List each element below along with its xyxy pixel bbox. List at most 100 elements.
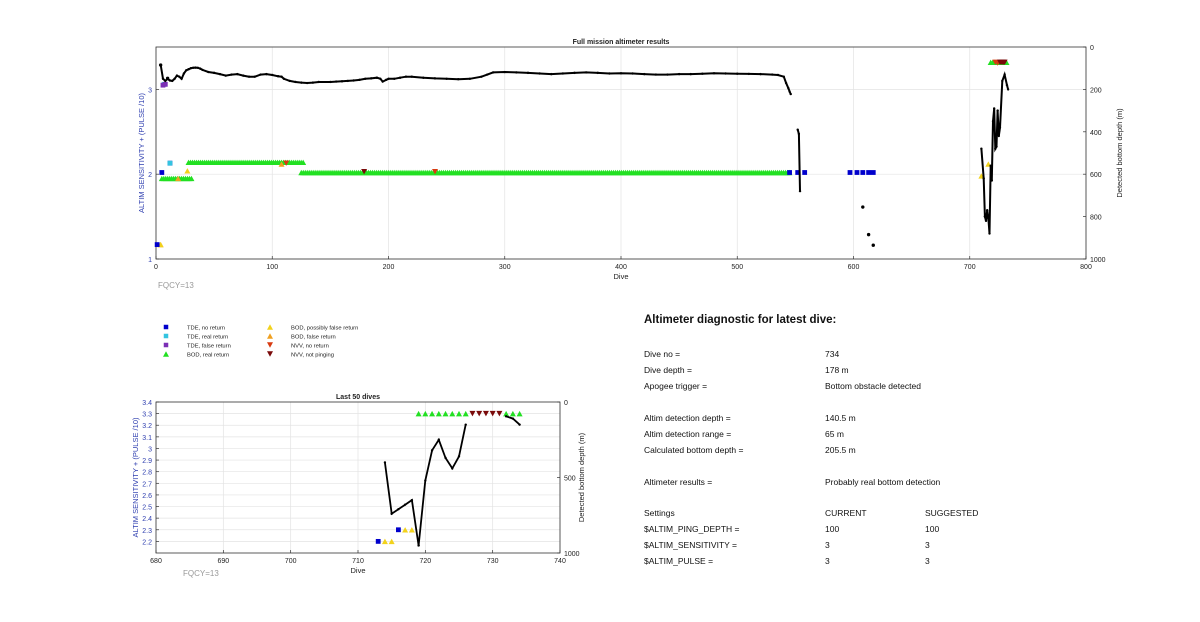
x-tick-label: 710 xyxy=(352,558,364,565)
bottom-depth-point xyxy=(265,72,268,76)
bottom-depth-point xyxy=(379,77,382,81)
bottom-depth-point xyxy=(990,179,994,182)
bottom-depth-point xyxy=(230,73,233,76)
bottom-depth-point xyxy=(417,544,420,547)
bottom-depth-point xyxy=(334,80,338,83)
bottom-depth-point xyxy=(747,72,751,76)
bottom-depth-point xyxy=(871,243,875,247)
bottom-depth-point xyxy=(358,78,361,82)
y-left-tick-label: 2.7 xyxy=(142,481,152,488)
y-right-tick-label: 600 xyxy=(1090,172,1102,179)
bottom-depth-point xyxy=(383,461,387,464)
bottom-depth-point xyxy=(288,79,291,83)
bottom-depth-point xyxy=(982,177,985,180)
y-left-tick-label: 3.2 xyxy=(142,423,152,430)
bottom-depth-point xyxy=(861,205,865,209)
bottom-depth-point xyxy=(518,423,521,426)
bottom-depth-point xyxy=(504,415,508,418)
bottom-depth-point xyxy=(997,134,1001,138)
nvv-not-pinging-marker xyxy=(476,410,483,417)
setting-suggested: 3 xyxy=(925,556,930,566)
bottom-depth-point xyxy=(1003,73,1006,76)
bottom-depth-point xyxy=(619,72,623,75)
legend-marker xyxy=(163,351,169,357)
bottom-depth-point xyxy=(789,92,792,96)
bottom-depth-point xyxy=(796,128,799,131)
y-left-tick-label: 2.8 xyxy=(142,470,152,477)
bottom-depth-point xyxy=(271,73,274,77)
y-left-tick-label: 3 xyxy=(148,87,152,94)
tde-no-return-marker xyxy=(802,170,808,175)
bottom-depth-point xyxy=(784,81,788,85)
bottom-depth-point xyxy=(180,77,183,81)
x-axis-label: Dive xyxy=(350,566,365,575)
nvv-not-pinging-marker xyxy=(489,410,496,417)
bottom-depth-point xyxy=(236,72,239,76)
tde-no-return-marker xyxy=(854,170,860,175)
bod-real-return-marker xyxy=(503,410,510,417)
bottom-depth-point xyxy=(340,80,344,83)
y-left-tick-label: 2.6 xyxy=(142,493,152,500)
bottom-depth-point xyxy=(393,77,396,81)
x-tick-label: 720 xyxy=(419,558,431,565)
bottom-depth-segment xyxy=(417,424,467,546)
x-tick-label: 200 xyxy=(383,264,395,271)
bottom-depth-point xyxy=(300,81,303,84)
bottom-depth-point xyxy=(187,68,190,71)
y-right-axis-label: Detected bottom depth (m) xyxy=(1115,108,1124,198)
bottom-depth-point xyxy=(994,147,997,150)
x-tick-label: 690 xyxy=(217,558,229,565)
diagnostic-label: Apogee trigger = xyxy=(644,381,708,391)
fqcy-annotation: FQCY=13 xyxy=(158,281,194,290)
legend-marker xyxy=(163,333,169,339)
diagnostic-value: 734 xyxy=(825,349,840,359)
y-left-tick-label: 3.1 xyxy=(142,435,152,442)
setting-name: $ALTIM_SENSITIVITY = xyxy=(644,540,737,550)
legend-marker xyxy=(267,333,273,339)
legend-marker xyxy=(267,351,273,357)
bottom-depth-point xyxy=(503,70,506,74)
bod-real-return-marker xyxy=(415,410,422,417)
bottom-depth-point xyxy=(189,67,193,70)
tde-no-return-marker xyxy=(154,242,160,247)
bottom-depth-point xyxy=(788,90,791,93)
bottom-depth-point xyxy=(444,456,447,460)
bottom-depth-point xyxy=(397,508,400,511)
nvv-no-return-marker xyxy=(283,160,290,166)
nvv-not-pinging-marker xyxy=(482,410,489,417)
tde-no-return-marker xyxy=(860,170,866,175)
y-right-tick-label: 200 xyxy=(1090,87,1102,94)
bottom-depth-point xyxy=(212,71,216,75)
diagnostic-label: Altim detection depth = xyxy=(644,413,731,423)
bottom-depth-point xyxy=(770,73,774,76)
bottom-depth-point xyxy=(398,76,402,79)
bottom-depth-point xyxy=(677,72,681,76)
bod-real-return-marker xyxy=(300,159,307,166)
diagnostic-value: 205.5 m xyxy=(825,445,856,455)
bottom-depth-point xyxy=(218,72,222,76)
bottom-depth-point xyxy=(305,81,309,85)
bottom-depth-point xyxy=(175,74,179,77)
bottom-depth-point xyxy=(201,68,204,72)
bottom-depth-point xyxy=(689,72,692,76)
bottom-depth-point xyxy=(526,71,530,75)
bottom-depth-point xyxy=(782,75,785,78)
bottom-depth-point xyxy=(224,74,227,77)
bottom-depth-point xyxy=(984,219,988,223)
bottom-depth-point xyxy=(995,145,998,148)
bottom-depth-point xyxy=(294,80,297,84)
bottom-depth-point xyxy=(384,78,388,82)
bottom-depth-point xyxy=(369,77,373,80)
settings-header-current: CURRENT xyxy=(825,508,867,518)
bottom-depth-point xyxy=(464,423,467,426)
bottom-depth-point xyxy=(991,120,995,123)
y-left-tick-label: 1 xyxy=(148,257,152,264)
legend-label: TDE, real return xyxy=(187,335,228,341)
bottom-depth-point xyxy=(724,72,727,75)
bottom-depth-point xyxy=(996,109,999,112)
bottom-depth-point xyxy=(182,72,186,75)
bod-real-return-marker xyxy=(449,410,456,417)
y-right-tick-label: 0 xyxy=(564,400,568,407)
bottom-depth-point xyxy=(985,209,989,212)
